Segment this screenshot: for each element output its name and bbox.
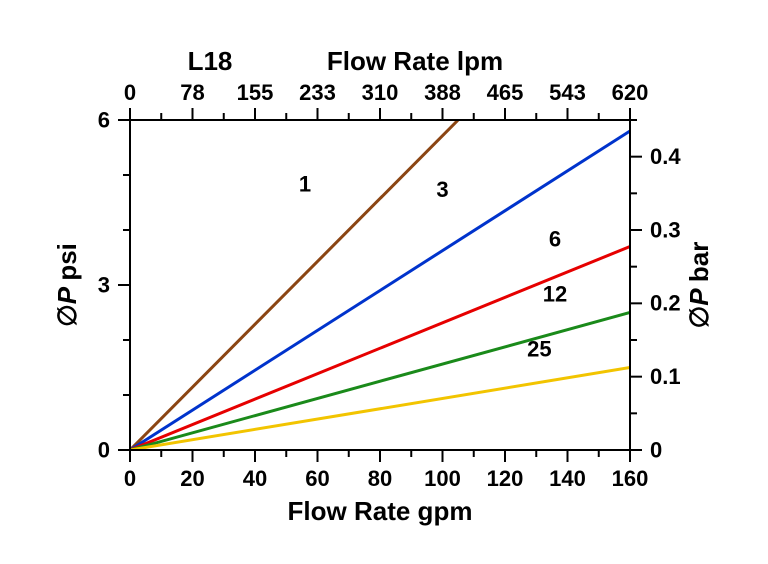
axis-label-top: Flow Rate lpm xyxy=(327,46,503,76)
axis-label-bottom: Flow Rate gpm xyxy=(288,496,473,526)
tick-label-bottom: 40 xyxy=(243,466,267,491)
model-label: L18 xyxy=(188,46,233,76)
tick-label-bottom: 140 xyxy=(549,466,586,491)
tick-label-bottom: 100 xyxy=(424,466,461,491)
tick-label-bottom: 20 xyxy=(180,466,204,491)
series-label-6: 6 xyxy=(549,227,561,252)
tick-label-left: 3 xyxy=(98,272,110,297)
tick-label-top: 310 xyxy=(362,80,399,105)
tick-label-right: 0.2 xyxy=(650,291,681,316)
tick-label-top: 155 xyxy=(237,80,274,105)
tick-label-right: 0.3 xyxy=(650,217,681,242)
tick-label-top: 543 xyxy=(549,80,586,105)
tick-label-bottom: 80 xyxy=(368,466,392,491)
pressure-flow-chart: 020406080100120140160Flow Rate gpm078155… xyxy=(0,0,768,564)
series-label-25: 25 xyxy=(527,337,551,362)
tick-label-top: 620 xyxy=(612,80,649,105)
tick-label-right: 0 xyxy=(650,437,662,462)
tick-label-bottom: 60 xyxy=(305,466,329,491)
series-label-1: 1 xyxy=(299,172,311,197)
axis-label-right: ∅P bar xyxy=(684,242,714,329)
tick-label-top: 233 xyxy=(299,80,336,105)
tick-label-top: 0 xyxy=(124,80,136,105)
series-label-12: 12 xyxy=(543,282,567,307)
tick-label-bottom: 0 xyxy=(124,466,136,491)
tick-label-bottom: 120 xyxy=(487,466,524,491)
tick-label-left: 6 xyxy=(98,107,110,132)
tick-label-left: 0 xyxy=(98,437,110,462)
chart-svg: 020406080100120140160Flow Rate gpm078155… xyxy=(0,0,768,564)
tick-label-right: 0.1 xyxy=(650,364,681,389)
tick-label-top: 388 xyxy=(424,80,461,105)
tick-label-top: 78 xyxy=(180,80,204,105)
series-label-3: 3 xyxy=(436,177,448,202)
tick-label-right: 0.4 xyxy=(650,144,681,169)
tick-label-top: 465 xyxy=(487,80,524,105)
axis-label-left: ∅P psi xyxy=(52,243,82,327)
tick-label-bottom: 160 xyxy=(612,466,649,491)
